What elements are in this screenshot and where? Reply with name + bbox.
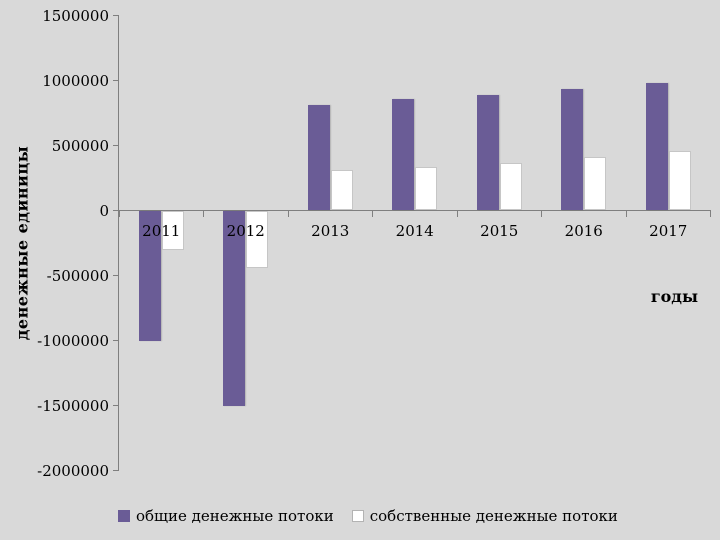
legend-label-total: общие денежные потоки: [136, 507, 334, 525]
y-tick-mark: [113, 210, 119, 212]
legend: общие денежные потоки собственные денежн…: [118, 507, 618, 525]
bar-own-cash-flow: [499, 163, 522, 211]
legend-item-total: общие денежные потоки: [118, 507, 334, 525]
bar-total-cash-flow: [476, 94, 499, 211]
x-tick-mark: [372, 210, 374, 217]
x-tick-mark: [710, 210, 712, 217]
x-tick-mark: [203, 210, 205, 217]
legend-label-own: собственные денежные потоки: [369, 507, 618, 525]
y-tick-mark: [113, 275, 119, 277]
y-tick-label: -1500000: [37, 396, 109, 415]
y-tick-label: -500000: [46, 266, 109, 285]
y-tick-label: 500000: [51, 136, 109, 155]
bar-total-cash-flow: [392, 99, 414, 211]
y-axis-line: [118, 15, 120, 471]
category-label: 2012: [226, 222, 265, 240]
bar-own-cash-flow: [584, 157, 606, 211]
x-tick-mark: [118, 210, 120, 217]
bar-own-cash-flow: [415, 166, 437, 211]
bar-total-cash-flow: [138, 210, 161, 341]
y-tick-mark: [113, 80, 119, 82]
x-tick-mark: [287, 210, 289, 217]
legend-item-own: собственные денежные потоки: [351, 507, 618, 525]
y-tick-label: -1000000: [37, 331, 109, 350]
x-axis-line: [119, 210, 711, 212]
bar-own-cash-flow: [161, 210, 184, 250]
x-axis-title: годы: [650, 287, 698, 306]
x-tick-mark: [625, 210, 627, 217]
category-label: 2016: [564, 222, 603, 240]
x-tick-mark: [541, 210, 543, 217]
bar-own-cash-flow: [246, 210, 268, 268]
bar-own-cash-flow: [330, 170, 353, 211]
y-tick-label: 1500000: [42, 6, 109, 25]
y-axis-title: денежные единицы: [12, 145, 32, 341]
category-label: 2015: [480, 222, 519, 240]
y-tick-mark: [113, 405, 119, 407]
bar-total-cash-flow: [561, 88, 583, 211]
y-tick-mark: [113, 145, 119, 147]
bar-total-cash-flow: [307, 105, 330, 211]
y-tick-mark: [113, 340, 119, 342]
category-label: 2011: [142, 222, 181, 240]
y-tick-mark: [113, 15, 119, 17]
category-label: 2014: [395, 222, 434, 240]
bar-own-cash-flow: [668, 150, 691, 211]
x-tick-mark: [456, 210, 458, 217]
category-label: 2017: [649, 222, 688, 240]
bar-total-cash-flow: [645, 83, 668, 211]
category-label: 2013: [311, 222, 350, 240]
legend-swatch-total-icon: [118, 510, 130, 522]
y-tick-label: -2000000: [37, 461, 109, 480]
y-tick-mark: [113, 470, 119, 472]
y-tick-label: 1000000: [42, 71, 109, 90]
y-tick-label: 0: [99, 201, 109, 220]
legend-swatch-own-icon: [351, 510, 364, 522]
bar-total-cash-flow: [223, 210, 245, 406]
